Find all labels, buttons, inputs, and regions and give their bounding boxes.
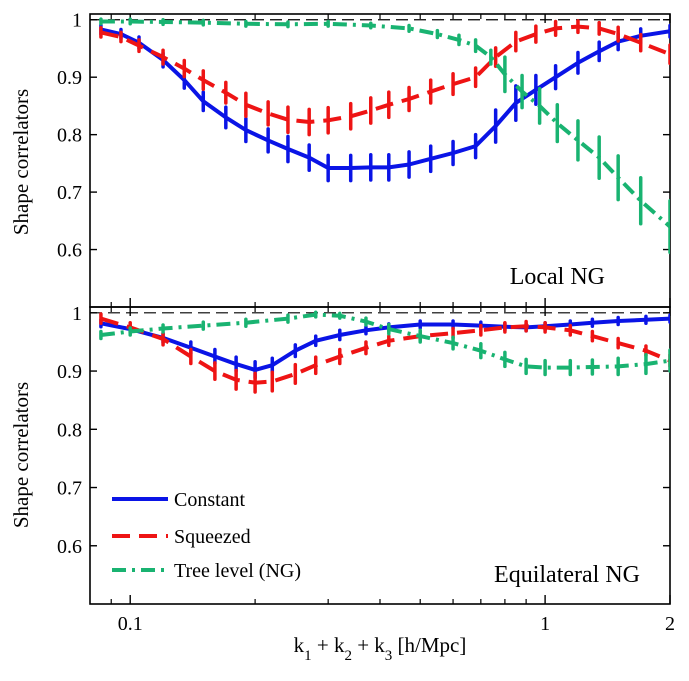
legend-label-squeezed: Squeezed	[174, 526, 251, 548]
bottom-y-tick-label-0: 0.6	[57, 536, 82, 558]
top-series-tree-level-ng	[99, 17, 670, 255]
bottom-y-axis-title: Shape correlators	[9, 382, 33, 528]
bottom-panel-ticks: 0.6 0.7 0.8 0.9 1 0.1 1 2	[57, 303, 675, 635]
top-y-tick-label-4: 1	[72, 10, 82, 32]
x-tick-label-1: 1	[540, 613, 550, 635]
top-panel-label: Local NG	[510, 264, 605, 290]
bottom-panel-series	[90, 310, 670, 394]
top-y-axis-title: Shape correlators	[9, 89, 33, 235]
top-panel-series	[90, 17, 670, 255]
top-y-tick-label-0: 0.6	[57, 240, 82, 262]
bottom-line-constant	[100, 316, 670, 372]
top-series-squeezed	[99, 19, 670, 137]
bottom-y-tick-label-1: 0.7	[57, 478, 82, 500]
x-tick-label-2: 2	[665, 613, 675, 635]
bottom-y-tick-label-3: 0.9	[57, 361, 82, 383]
bottom-y-tick-label-4: 1	[72, 303, 82, 325]
legend-label-tree-level: Tree level (NG)	[174, 560, 301, 582]
top-y-tick-label-3: 0.9	[57, 67, 82, 89]
legend: Constant Squeezed Tree level (NG)	[112, 489, 301, 582]
legend-label-constant: Constant	[174, 489, 246, 511]
bottom-line-tree-level-ng	[100, 312, 670, 370]
bottom-series-tree-level-ng	[99, 310, 670, 377]
top-series-constant	[99, 23, 670, 183]
bottom-line-squeezed	[100, 316, 670, 385]
bottom-y-tick-label-2: 0.8	[57, 419, 82, 441]
top-line-tree-level-ng	[100, 19, 670, 229]
bottom-series-squeezed	[99, 312, 670, 394]
x-axis-title: k1 + k2 + k3 [h/Mpc]	[294, 633, 467, 664]
x-tick-label-0: 0.1	[118, 613, 143, 635]
top-line-squeezed	[100, 24, 670, 124]
top-line-constant	[100, 27, 670, 170]
bottom-series-constant	[99, 313, 670, 380]
top-y-tick-label-1: 0.7	[57, 182, 82, 204]
top-panel-ticks: 0.6 0.7 0.8 0.9 1	[57, 10, 671, 307]
top-y-tick-label-2: 0.8	[57, 125, 82, 147]
bottom-panel-label: Equilateral NG	[494, 562, 640, 588]
